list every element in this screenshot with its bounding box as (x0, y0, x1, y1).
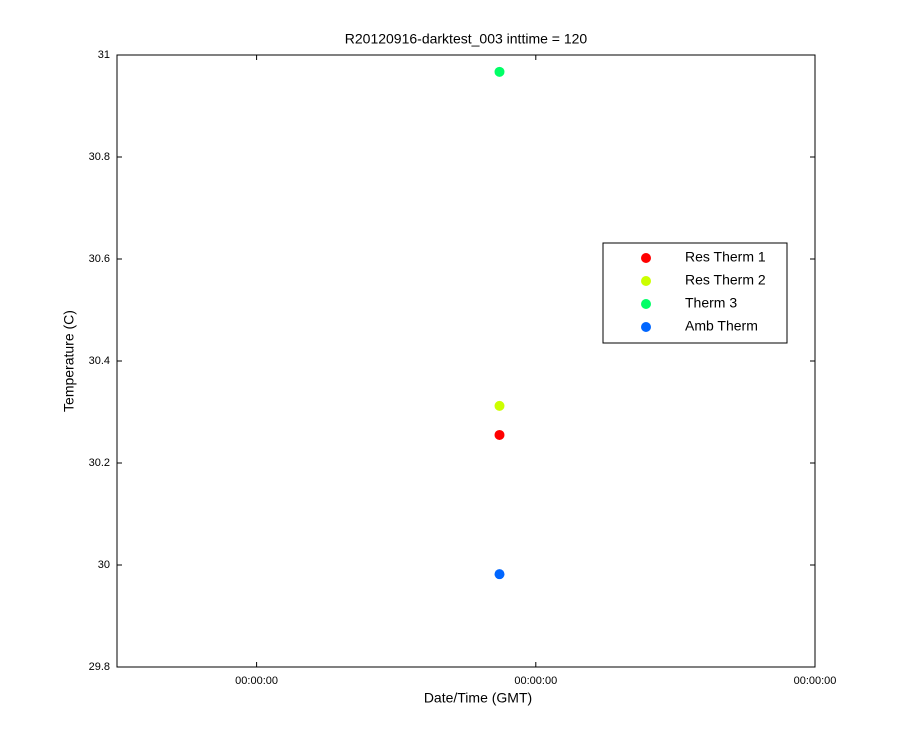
x-tick-label: 00:00:00 (514, 675, 557, 687)
legend-label: Res Therm 2 (685, 272, 766, 288)
y-tick-label: 31 (98, 49, 110, 61)
legend-label: Res Therm 1 (685, 249, 766, 265)
legend-box (602, 242, 788, 344)
y-tick-label: 30.6 (89, 253, 110, 265)
legend-marker (641, 276, 651, 286)
y-tick-label: 30.2 (89, 457, 110, 469)
point (494, 429, 505, 440)
x-tick-label: 00:00:00 (794, 675, 837, 687)
y-axis-label: Temperature (C) (61, 310, 77, 412)
legend-marker (641, 299, 651, 309)
y-tick-label: 29.8 (89, 661, 110, 673)
point (494, 66, 505, 77)
point (494, 569, 505, 580)
chart-title: R20120916-darktest_003 inttime = 120 (345, 31, 588, 47)
plot-area (116, 54, 816, 668)
legend-label: Amb Therm (685, 318, 758, 334)
y-tick-label: 30.8 (89, 151, 110, 163)
y-tick-label: 30.4 (89, 355, 110, 367)
legend-label: Therm 3 (685, 295, 737, 311)
x-tick-label: 00:00:00 (235, 675, 278, 687)
y-tick-label: 30 (98, 559, 110, 571)
legend-marker (641, 253, 651, 263)
x-axis-label: Date/Time (GMT) (424, 690, 532, 706)
legend-marker (641, 322, 651, 332)
point (494, 400, 505, 411)
